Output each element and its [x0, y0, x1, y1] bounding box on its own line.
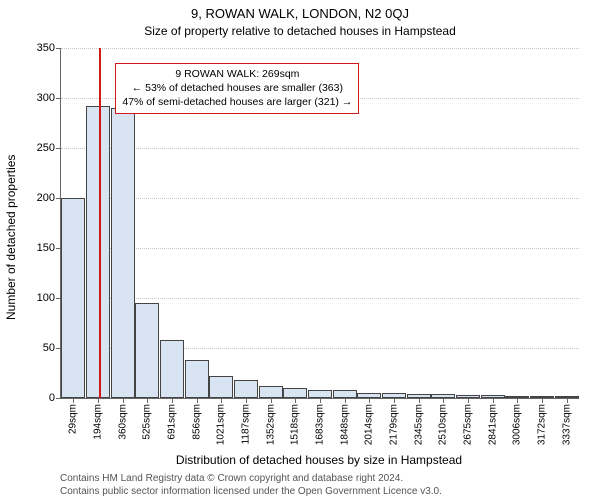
y-tick-label: 0	[49, 392, 55, 404]
page-subtitle: Size of property relative to detached ho…	[0, 24, 600, 38]
x-tick-label: 1021sqm	[216, 404, 227, 445]
chart-container: 9, ROWAN WALK, LONDON, N2 0QJ Size of pr…	[0, 0, 600, 500]
histogram-bar	[135, 303, 159, 398]
histogram-bar	[61, 198, 85, 398]
x-tick-mark	[493, 398, 494, 403]
x-tick-mark	[246, 398, 247, 403]
x-tick-mark	[295, 398, 296, 403]
x-tick-label: 3172sqm	[537, 404, 548, 445]
info-box-line: 47% of semi-detached houses are larger (…	[122, 95, 352, 109]
x-tick-mark	[73, 398, 74, 403]
histogram-bar	[283, 388, 307, 398]
info-box-line: 9 ROWAN WALK: 269sqm	[122, 67, 352, 81]
x-tick-label: 856sqm	[191, 404, 202, 440]
histogram-bar	[111, 108, 135, 398]
x-tick-mark	[517, 398, 518, 403]
x-tick-mark	[172, 398, 173, 403]
x-tick-mark	[123, 398, 124, 403]
y-tick-mark	[56, 48, 61, 49]
histogram-bar	[209, 376, 233, 398]
histogram-bar	[308, 390, 332, 398]
x-tick-mark	[369, 398, 370, 403]
histogram-bar	[333, 390, 357, 398]
x-tick-mark	[271, 398, 272, 403]
x-tick-label: 360sqm	[117, 404, 128, 440]
x-tick-label: 2179sqm	[389, 404, 400, 445]
x-tick-mark	[98, 398, 99, 403]
y-tick-label: 50	[43, 342, 55, 354]
subject-marker-line	[99, 48, 101, 398]
y-tick-mark	[56, 398, 61, 399]
gridline	[61, 48, 579, 49]
x-tick-label: 2841sqm	[487, 404, 498, 445]
x-tick-label: 691sqm	[167, 404, 178, 440]
page-title: 9, ROWAN WALK, LONDON, N2 0QJ	[0, 6, 600, 21]
y-tick-label: 150	[37, 242, 55, 254]
x-tick-label: 2510sqm	[438, 404, 449, 445]
y-tick-label: 250	[37, 142, 55, 154]
x-tick-mark	[221, 398, 222, 403]
x-tick-label: 1848sqm	[339, 404, 350, 445]
gridline	[61, 248, 579, 249]
x-tick-mark	[542, 398, 543, 403]
gridline	[61, 148, 579, 149]
x-tick-mark	[443, 398, 444, 403]
y-axis-label: Number of detached properties	[4, 155, 18, 320]
x-tick-mark	[147, 398, 148, 403]
x-tick-label: 2345sqm	[413, 404, 424, 445]
x-tick-mark	[320, 398, 321, 403]
footer-line-2: Contains public sector information licen…	[60, 485, 442, 498]
x-tick-label: 1187sqm	[241, 404, 252, 444]
x-tick-label: 1352sqm	[265, 404, 276, 445]
x-tick-label: 194sqm	[93, 404, 104, 440]
x-tick-mark	[468, 398, 469, 403]
x-tick-mark	[567, 398, 568, 403]
x-tick-label: 2014sqm	[364, 404, 375, 445]
y-tick-label: 350	[37, 42, 55, 54]
x-tick-label: 1683sqm	[315, 404, 326, 445]
x-tick-label: 3337sqm	[561, 404, 572, 445]
y-tick-label: 100	[37, 292, 55, 304]
gridline	[61, 198, 579, 199]
histogram-bar	[234, 380, 258, 398]
y-tick-mark	[56, 98, 61, 99]
y-tick-label: 300	[37, 92, 55, 104]
x-tick-label: 29sqm	[68, 404, 79, 434]
x-tick-mark	[345, 398, 346, 403]
x-tick-label: 525sqm	[142, 404, 153, 440]
x-axis-label: Distribution of detached houses by size …	[60, 453, 578, 467]
histogram-bar	[160, 340, 184, 398]
y-tick-label: 200	[37, 192, 55, 204]
info-box-line: ← 53% of detached houses are smaller (36…	[122, 81, 352, 95]
x-tick-label: 2675sqm	[463, 404, 474, 445]
x-tick-label: 3006sqm	[512, 404, 523, 445]
gridline	[61, 298, 579, 299]
info-box: 9 ROWAN WALK: 269sqm← 53% of detached ho…	[115, 63, 359, 114]
plot-area: 05010015020025030035029sqm194sqm360sqm52…	[60, 48, 579, 399]
x-tick-mark	[419, 398, 420, 403]
x-tick-label: 1518sqm	[290, 404, 301, 445]
histogram-bar	[185, 360, 209, 398]
x-tick-mark	[394, 398, 395, 403]
footer-line-1: Contains HM Land Registry data © Crown c…	[60, 472, 442, 485]
footer-attribution: Contains HM Land Registry data © Crown c…	[60, 472, 442, 498]
x-tick-mark	[197, 398, 198, 403]
y-tick-mark	[56, 148, 61, 149]
histogram-bar	[259, 386, 283, 398]
